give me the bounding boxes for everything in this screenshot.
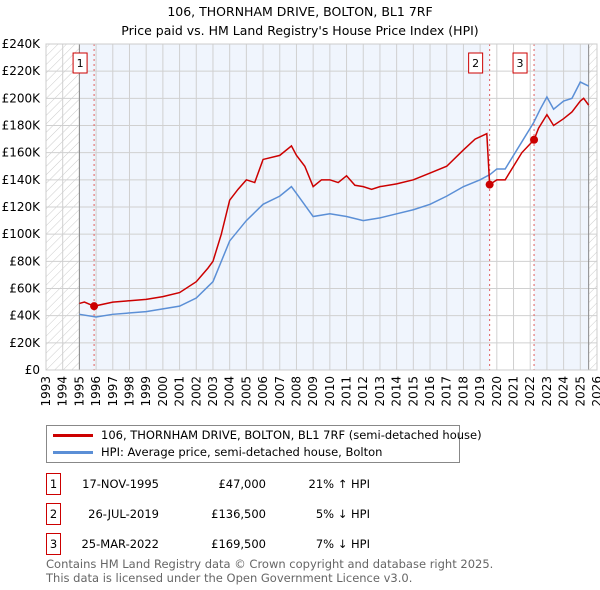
x-tick-label: 2019 [473, 376, 487, 407]
x-tick-label: 2011 [340, 376, 354, 407]
x-tick-label: 2022 [523, 376, 537, 407]
sale-label-box [468, 52, 484, 74]
y-tick-label: £80K [9, 254, 41, 268]
legend: 106, THORNHAM DRIVE, BOLTON, BL1 7RF (se… [46, 425, 482, 463]
x-tick-label: 2021 [507, 376, 521, 407]
y-tick-label: £40K [9, 309, 41, 323]
sale-point [485, 180, 494, 189]
y-tick-label: £120K [2, 200, 42, 214]
sale-price: £169,500 [211, 537, 266, 551]
legend-blue-swatch [53, 451, 93, 454]
chart-title: 106, THORNHAM DRIVE, BOLTON, BL1 7RF Pri… [0, 2, 600, 40]
sale-point [530, 135, 539, 144]
title-line: 106, THORNHAM DRIVE, BOLTON, BL1 7RF [167, 4, 433, 19]
y-tick-label: £100K [2, 227, 42, 241]
subtitle-line: Price paid vs. HM Land Registry's House … [121, 23, 479, 38]
x-tick-label: 2009 [306, 376, 320, 407]
x-tick-label: 2012 [356, 376, 370, 407]
x-tick-label: 1995 [72, 376, 86, 407]
x-tick-label: 2007 [273, 376, 287, 407]
sale-point [90, 302, 99, 311]
sale-hpi-diff: 21% ↑ HPI [308, 477, 370, 491]
y-tick-label: £60K [9, 282, 41, 296]
x-tick-label: 2015 [406, 376, 420, 407]
sale-hpi-diff: 7% ↓ HPI [315, 537, 370, 551]
x-tick-label: 2002 [189, 376, 203, 407]
legend-red-label: 106, THORNHAM DRIVE, BOLTON, BL1 7RF (se… [101, 428, 482, 442]
sale-label: 1 [77, 57, 84, 70]
sale-date: 26-JUL-2019 [88, 507, 159, 521]
x-tick-label: 2013 [373, 376, 387, 407]
sale-label-box [72, 52, 88, 74]
sale-marker-box: 2 [46, 503, 61, 525]
x-tick-label: 1999 [139, 376, 153, 407]
x-tick-label: 2006 [256, 376, 270, 407]
x-tick-label: 2020 [490, 376, 504, 407]
sale-price: £136,500 [211, 507, 266, 521]
y-tick-label: £0 [25, 363, 40, 377]
series-line [79, 97, 590, 307]
sale-label: 3 [517, 57, 524, 70]
x-tick-label: 2023 [540, 376, 554, 407]
x-tick-label: 2017 [440, 376, 454, 407]
sale-label-box [512, 52, 528, 74]
sale-price: £47,000 [218, 477, 266, 491]
legend-red-swatch [53, 434, 93, 437]
footer-line1: Contains HM Land Registry data © Crown c… [46, 557, 494, 571]
x-tick-label: 2003 [206, 376, 220, 407]
y-tick-label: £220K [2, 64, 42, 78]
y-tick-label: £20K [9, 336, 41, 350]
y-tick-label: £240K [2, 37, 42, 51]
y-tick-label: £160K [2, 146, 42, 160]
x-tick-label: 1994 [56, 376, 70, 407]
y-tick-label: £140K [2, 173, 42, 187]
series-line [79, 81, 589, 318]
x-tick-label: 2016 [423, 376, 437, 407]
footer: Contains HM Land Registry data © Crown c… [46, 557, 493, 585]
x-tick-label: 2010 [323, 376, 337, 407]
x-tick-label: 1997 [106, 376, 120, 407]
x-tick-label: 1998 [122, 376, 136, 407]
legend-blue-label: HPI: Average price, semi-detached house,… [101, 445, 383, 459]
x-tick-label: 2004 [223, 376, 237, 407]
sale-hpi-diff: 5% ↓ HPI [315, 507, 370, 521]
x-tick-label: 2001 [173, 376, 187, 407]
x-tick-label: 2000 [156, 376, 170, 407]
x-tick-label: 2014 [390, 376, 404, 407]
plot-frame [45, 43, 598, 371]
y-tick-label: £180K [2, 119, 42, 133]
x-tick-label: 2026 [590, 376, 600, 407]
x-tick-label: 2008 [289, 376, 303, 407]
x-tick-label: 2018 [456, 376, 470, 407]
sale-marker-box: 3 [46, 533, 61, 555]
x-tick-label: 1993 [39, 376, 53, 407]
x-tick-label: 1996 [89, 376, 103, 407]
x-tick-label: 2025 [573, 376, 587, 407]
x-tick-label: 2005 [239, 376, 253, 407]
footer-line2: This data is licensed under the Open Gov… [46, 571, 413, 585]
y-tick-label: £200K [2, 91, 42, 105]
price-chart: 1993 1994 1995 1996 1997 1998 1999 2000 2001 2002… [2, 37, 600, 407]
x-tick-label: 2024 [557, 376, 571, 407]
sale-date: 25-MAR-2022 [81, 537, 159, 551]
sale-date: 17-NOV-1995 [82, 477, 159, 491]
sale-marker-box: 1 [46, 473, 61, 495]
sale-label: 2 [472, 57, 479, 70]
